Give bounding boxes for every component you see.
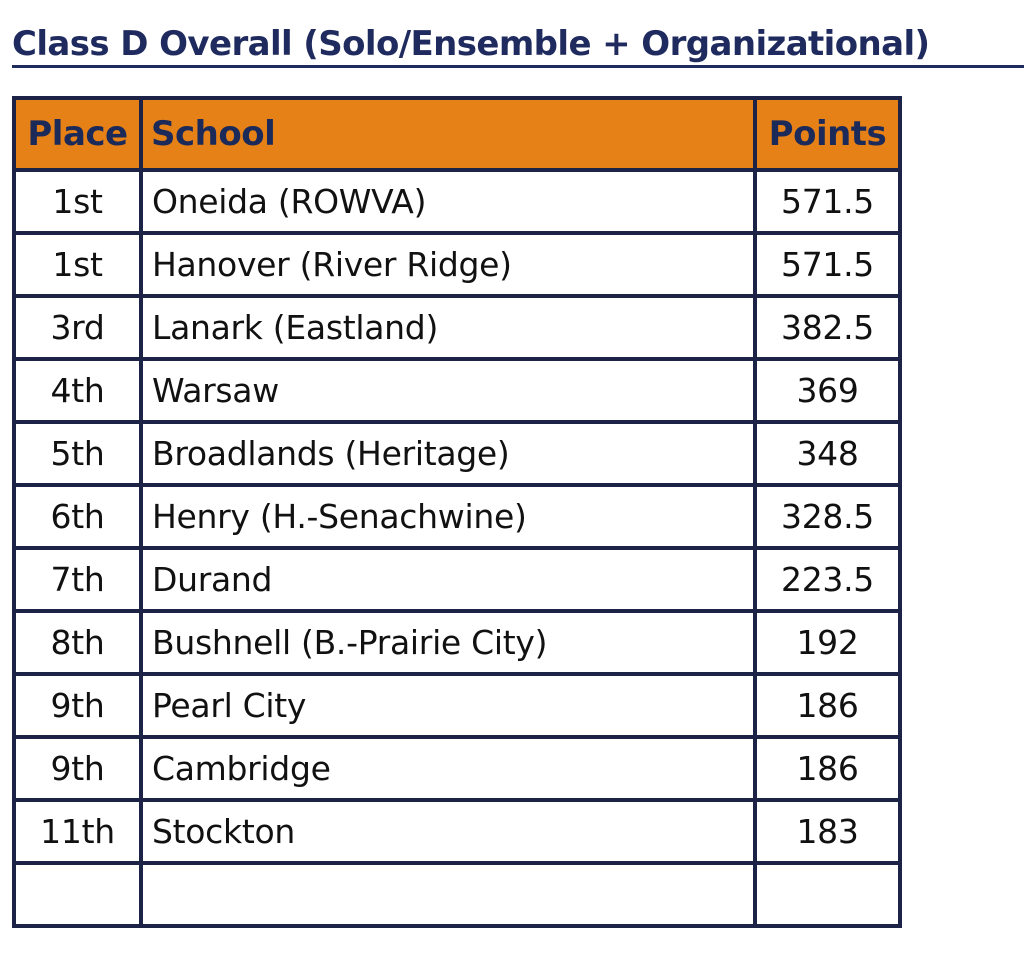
school-cell: Henry (H.-Senachwine) xyxy=(139,483,757,550)
title-underline xyxy=(12,65,1024,68)
table-row: 9th Pearl City 186 xyxy=(12,672,902,739)
school-cell: Oneida (ROWVA) xyxy=(139,168,757,235)
results-table: Place School Points 1st Oneida (ROWVA) 5… xyxy=(12,96,902,928)
points-cell: 571.5 xyxy=(753,231,902,298)
points-cell: 183 xyxy=(753,798,902,865)
table-row: 9th Cambridge 186 xyxy=(12,735,902,802)
header-place: Place xyxy=(12,96,143,172)
place-cell: 1st xyxy=(12,168,143,235)
school-cell: Pearl City xyxy=(139,672,757,739)
place-cell: 3rd xyxy=(12,294,143,361)
points-cell: 328.5 xyxy=(753,483,902,550)
header-school: School xyxy=(139,96,757,172)
points-cell: 382.5 xyxy=(753,294,902,361)
page-title: Class D Overall (Solo/Ensemble + Organiz… xyxy=(12,24,930,64)
table-row: 4th Warsaw 369 xyxy=(12,357,902,424)
school-cell xyxy=(139,861,757,928)
table-body: 1st Oneida (ROWVA) 571.5 1st Hanover (Ri… xyxy=(12,168,902,928)
school-cell: Bushnell (B.-Prairie City) xyxy=(139,609,757,676)
school-cell: Stockton xyxy=(139,798,757,865)
points-cell: 223.5 xyxy=(753,546,902,613)
place-cell: 1st xyxy=(12,231,143,298)
place-cell: 8th xyxy=(12,609,143,676)
header-points: Points xyxy=(753,96,902,172)
table-row xyxy=(12,861,902,928)
table-row: 6th Henry (H.-Senachwine) 328.5 xyxy=(12,483,902,550)
table-row: 1st Oneida (ROWVA) 571.5 xyxy=(12,168,902,235)
header-row: Place School Points xyxy=(12,96,902,172)
table-row: 7th Durand 223.5 xyxy=(12,546,902,613)
school-cell: Hanover (River Ridge) xyxy=(139,231,757,298)
table-header: Place School Points xyxy=(12,96,902,172)
points-cell: 192 xyxy=(753,609,902,676)
points-cell: 186 xyxy=(753,672,902,739)
place-cell xyxy=(12,861,143,928)
points-cell: 571.5 xyxy=(753,168,902,235)
table-row: 11th Stockton 183 xyxy=(12,798,902,865)
school-cell: Warsaw xyxy=(139,357,757,424)
points-cell: 348 xyxy=(753,420,902,487)
table-row: 3rd Lanark (Eastland) 382.5 xyxy=(12,294,902,361)
school-cell: Lanark (Eastland) xyxy=(139,294,757,361)
school-cell: Durand xyxy=(139,546,757,613)
place-cell: 7th xyxy=(12,546,143,613)
place-cell: 4th xyxy=(12,357,143,424)
place-cell: 11th xyxy=(12,798,143,865)
table-row: 1st Hanover (River Ridge) 571.5 xyxy=(12,231,902,298)
points-cell xyxy=(753,861,902,928)
table-row: 8th Bushnell (B.-Prairie City) 192 xyxy=(12,609,902,676)
place-cell: 9th xyxy=(12,672,143,739)
place-cell: 9th xyxy=(12,735,143,802)
school-cell: Cambridge xyxy=(139,735,757,802)
place-cell: 5th xyxy=(12,420,143,487)
place-cell: 6th xyxy=(12,483,143,550)
points-cell: 369 xyxy=(753,357,902,424)
table-row: 5th Broadlands (Heritage) 348 xyxy=(12,420,902,487)
school-cell: Broadlands (Heritage) xyxy=(139,420,757,487)
points-cell: 186 xyxy=(753,735,902,802)
